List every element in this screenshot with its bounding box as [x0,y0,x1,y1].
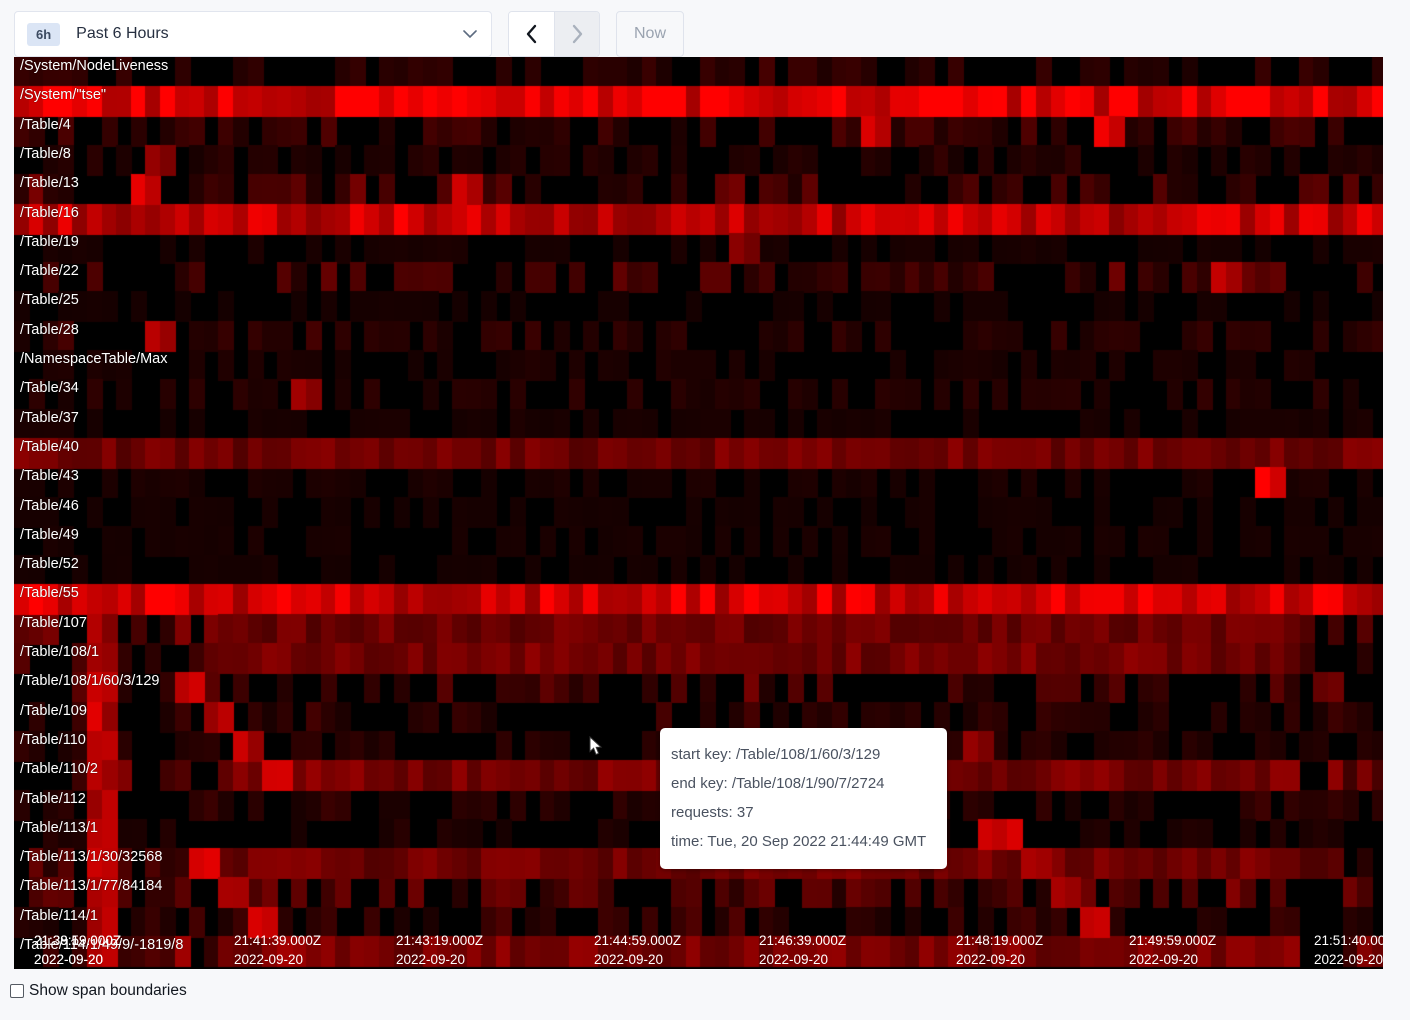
time-range-toolbar: 6h Past 6 Hours Now [0,0,1410,57]
tooltip-start-key: start key: /Table/108/1/60/3/129 [671,746,881,763]
previous-range-button[interactable] [509,12,554,56]
chevron-down-icon [463,27,477,42]
tooltip-time: time: Tue, 20 Sep 2022 21:44:49 GMT [671,833,927,850]
show-span-boundaries-checkbox[interactable] [10,984,24,998]
chevron-right-icon [572,24,582,44]
next-range-button[interactable] [554,12,599,56]
tooltip-end-key: end key: /Table/108/1/90/7/2724 [671,775,885,792]
keyvisualizer-heatmap[interactable]: /System/NodeLiveness/System/"tse"/Table/… [14,57,1383,969]
heatmap-tooltip: start key: /Table/108/1/60/3/129 end key… [660,728,947,869]
range-label: Past 6 Hours [76,25,169,42]
footer-controls: Show span boundaries [10,982,187,1000]
range-badge: 6h [27,22,61,46]
time-nav-group [508,11,600,57]
time-range-select[interactable]: 6h Past 6 Hours [14,11,492,57]
show-span-boundaries-label: Show span boundaries [29,982,187,999]
chevron-left-icon [526,24,537,44]
now-button[interactable]: Now [616,11,685,57]
tooltip-requests: requests: 37 [671,804,754,821]
